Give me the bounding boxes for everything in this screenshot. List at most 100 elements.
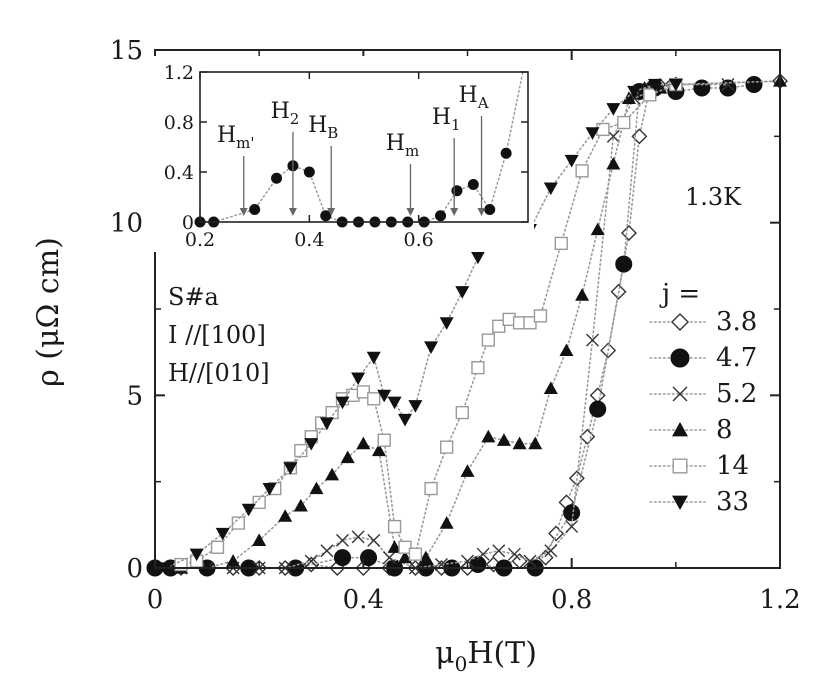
data-point [262, 482, 277, 496]
series-layer [146, 73, 788, 577]
sample-annotation: S#a [168, 283, 219, 311]
data-point [455, 405, 469, 420]
data-point [226, 554, 241, 567]
field-annotation: H//[010] [168, 359, 270, 387]
data-point [528, 436, 543, 450]
inset-data-point [467, 179, 479, 190]
data-point [424, 481, 438, 496]
data-point [398, 550, 412, 564]
data-point [492, 319, 506, 333]
x-tick-label: 0 [147, 585, 164, 615]
data-point [189, 548, 204, 562]
field-marker-HB: HB [308, 113, 338, 216]
legend-entry: 33 [649, 487, 749, 517]
data-point [304, 438, 319, 451]
data-point [565, 520, 579, 534]
y-tick-label: 15 [110, 36, 143, 66]
data-point [481, 333, 495, 347]
inset-y-tick-label: 0 [182, 212, 194, 234]
data-point [340, 450, 355, 464]
series-line [180, 83, 729, 569]
data-point [620, 225, 637, 242]
inset-y-tick-label: 1.2 [164, 62, 194, 84]
data-point [590, 222, 605, 236]
field-marker-H1: H1 [432, 105, 461, 216]
legend-marker [672, 422, 688, 437]
data-point [460, 464, 475, 477]
legend-label: 4.7 [716, 343, 757, 373]
legend-entry: 4.7 [649, 343, 757, 373]
data-point [387, 396, 402, 410]
temperature-annotation: 1.3K [685, 183, 742, 211]
marker-arrow-head [477, 208, 486, 216]
marker-label: HB [308, 113, 338, 142]
data-point [596, 122, 610, 137]
marker-label: H1 [432, 105, 461, 134]
data-point [579, 428, 596, 445]
marker-label: HA [459, 83, 489, 112]
data-point [377, 389, 392, 403]
marker-arrow-head [406, 208, 415, 216]
legend-label: 33 [716, 487, 749, 517]
legend-title: j = [659, 279, 700, 309]
data-point [356, 436, 371, 450]
data-point [563, 504, 581, 522]
data-point [544, 544, 558, 558]
data-point [366, 351, 381, 365]
data-point [215, 527, 230, 541]
marker-label: Hm' [217, 123, 255, 152]
marker-label: Hm [386, 131, 419, 160]
data-point [653, 80, 668, 94]
data-point [283, 462, 298, 475]
data-point [439, 516, 454, 529]
y-axis-label: ρ (μΩ cm) [31, 237, 66, 387]
data-point [627, 85, 642, 99]
legend-marker [671, 313, 689, 331]
data-point [325, 405, 339, 420]
legend-label: 8 [716, 415, 733, 445]
x-tick-label: 0.4 [343, 585, 384, 615]
data-point [408, 400, 423, 413]
inset-data-point [435, 210, 447, 222]
field-marker-H2: H2 [271, 99, 299, 216]
legend-entry: 3.8 [649, 307, 757, 337]
data-point [615, 255, 633, 273]
inset-x-tick-label: 0.2 [185, 229, 215, 251]
data-point [461, 554, 474, 568]
data-point [648, 78, 662, 92]
data-point [564, 154, 579, 168]
data-point [575, 164, 589, 178]
inset-data-point [271, 172, 283, 184]
data-point [371, 443, 386, 457]
data-point [325, 467, 340, 481]
data-point [589, 387, 606, 404]
inset-y-tick-label: 0.8 [164, 112, 194, 134]
data-point [418, 550, 433, 564]
data-point [252, 533, 267, 546]
data-point [351, 372, 366, 386]
data-point [492, 544, 506, 558]
data-point [617, 115, 631, 130]
data-point [293, 498, 308, 512]
legend-marker [672, 386, 688, 402]
inset-x-tick-label: 0.4 [294, 229, 324, 251]
data-point [377, 433, 391, 447]
data-point [387, 519, 402, 534]
data-point [424, 341, 439, 354]
data-point [507, 547, 521, 561]
data-point [523, 554, 537, 568]
data-point [586, 333, 599, 347]
data-point [745, 76, 763, 94]
data-point [351, 530, 365, 544]
data-point [367, 533, 381, 547]
legend-entry: 14 [649, 451, 749, 481]
marker-arrow-head [288, 208, 297, 216]
data-point [278, 509, 293, 522]
data-point [210, 540, 225, 554]
data-point [319, 417, 334, 430]
inset-data-point [303, 166, 315, 178]
data-point [512, 436, 527, 450]
data-point [668, 78, 683, 92]
